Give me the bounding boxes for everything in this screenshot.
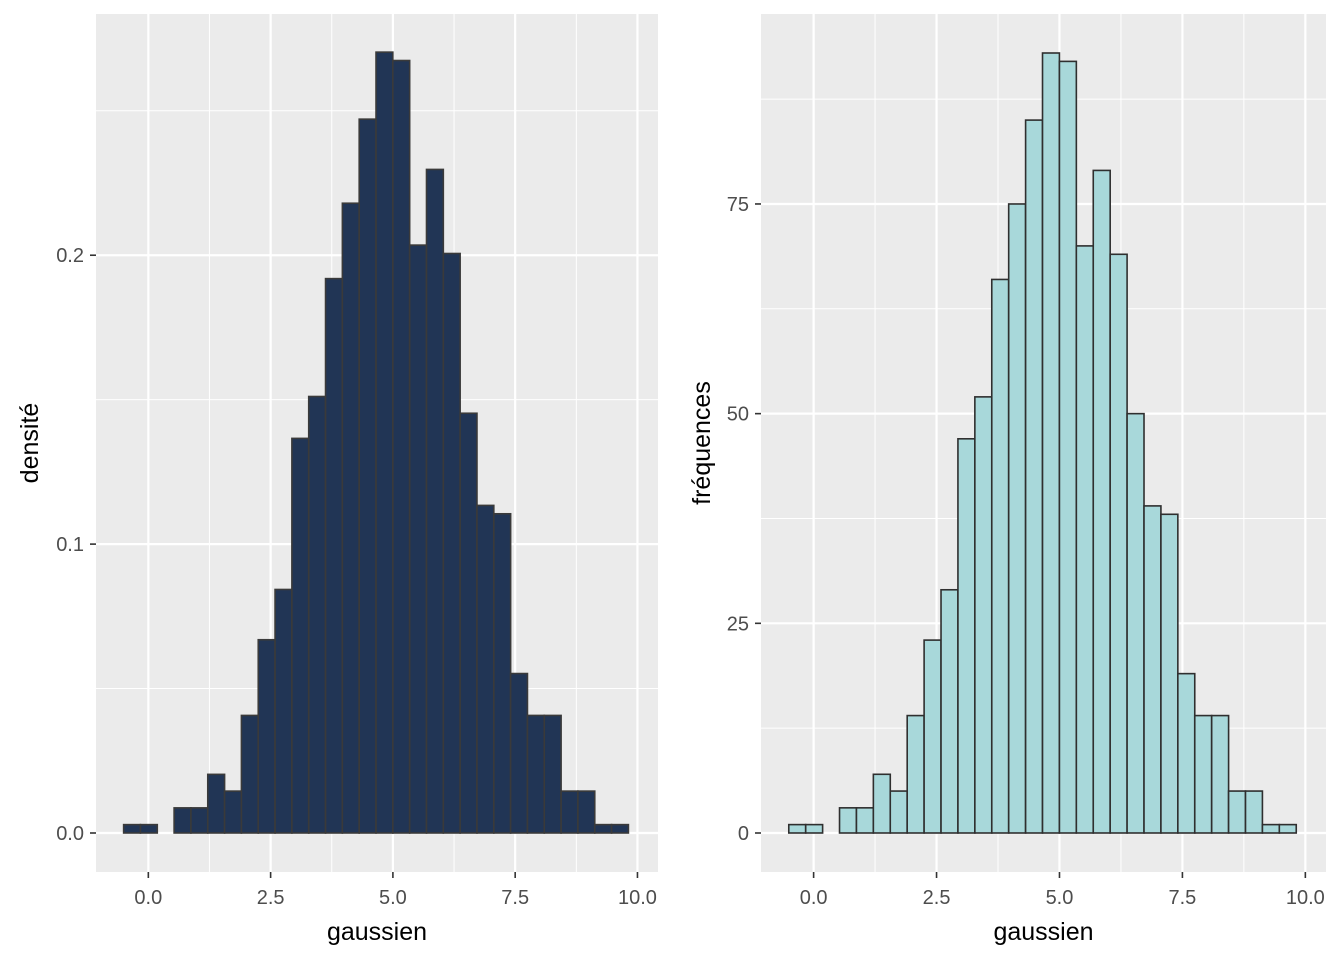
histogram-bar: [375, 51, 394, 834]
density-histogram-panel: 0.0 2.5 5.0 7.5 10.0 0.0 0.1 0.2 gaussien dens…: [16, 14, 658, 946]
x-axis-title: gaussien: [327, 918, 427, 946]
histogram-bar: [804, 823, 824, 834]
y-tick-labels: 0.0 0.1 0.2: [56, 245, 84, 845]
histogram-bar: [593, 823, 613, 834]
y-tick-label: 0.2: [56, 245, 84, 267]
histogram-bar: [610, 823, 630, 834]
histogram-bar: [392, 59, 411, 834]
x-tick-labels: 0.0 2.5 5.0 7.5 10.0: [800, 887, 1325, 909]
histogram-bar: [509, 672, 529, 834]
histogram-bar: [274, 588, 293, 834]
histogram-bar: [1109, 253, 1128, 834]
histogram-bar: [1075, 245, 1095, 834]
histogram-bar: [223, 790, 243, 834]
y-tick-label: 75: [727, 194, 749, 216]
histogram-bar: [1143, 505, 1162, 834]
histogram-bar: [855, 807, 875, 834]
histogram-bar: [1261, 823, 1281, 834]
x-tick-label: 0.0: [134, 887, 162, 909]
histogram-bar: [324, 277, 344, 834]
histogram-bar: [493, 512, 512, 834]
histogram-bar: [1007, 203, 1027, 834]
histogram-bar: [206, 773, 226, 834]
y-tick-label: 0.1: [56, 534, 84, 556]
x-tick-label: 10.0: [618, 887, 657, 909]
histogram-bar: [291, 437, 310, 834]
y-tick-label: 0: [738, 823, 749, 845]
y-axis-title: fréquences: [688, 381, 716, 505]
histogram-bar: [358, 118, 377, 834]
x-tick-label: 0.0: [800, 887, 828, 909]
histogram-bar: [1244, 790, 1264, 834]
histogram-bar: [1160, 513, 1179, 834]
y-tick-labels: 0 25 50 75: [727, 194, 749, 845]
histogram-bar: [408, 244, 428, 834]
histogram-bar: [257, 638, 276, 834]
x-tick-label: 5.0: [1046, 887, 1074, 909]
histogram-bar: [1210, 714, 1230, 834]
histogram-bar: [173, 807, 192, 834]
histogram-bar: [240, 714, 260, 834]
histogram-bar: [442, 252, 461, 834]
x-tick-label: 7.5: [1169, 887, 1197, 909]
y-tick-label: 50: [727, 404, 749, 426]
histogram-bar: [1278, 823, 1298, 834]
histogram-bar: [1193, 714, 1213, 834]
histogram-bar: [476, 504, 495, 834]
histogram-bar: [940, 588, 959, 834]
histogram-bar: [990, 278, 1010, 834]
histogram-bar: [307, 395, 327, 834]
histogram-bar: [1126, 412, 1145, 834]
histogram-bar: [1058, 60, 1078, 834]
histogram-bar: [425, 168, 445, 834]
x-tick-labels: 0.0 2.5 5.0 7.5 10.0: [134, 887, 656, 909]
frequency-histogram-panel: 0.0 2.5 5.0 7.5 10.0 0 25 50 75 gaussien fréque…: [688, 14, 1326, 946]
histogram-bars: [787, 52, 1298, 834]
x-tick-label: 10.0: [1286, 887, 1325, 909]
x-tick-label: 5.0: [379, 887, 407, 909]
histogram-bar: [526, 714, 546, 834]
histogram-bar: [906, 714, 925, 834]
histogram-bar: [459, 412, 478, 834]
histogram-bar: [560, 790, 579, 834]
histogram-bar: [1092, 169, 1111, 834]
axis-ticks: [755, 203, 1307, 878]
histogram-bar: [1041, 52, 1061, 834]
histogram-bar: [190, 807, 209, 834]
histogram-bar: [1024, 119, 1044, 834]
histogram-bar: [1177, 672, 1196, 834]
y-tick-label: 25: [727, 613, 749, 635]
histogram-bars: [122, 51, 630, 834]
histogram-bar: [787, 823, 807, 834]
histogram-bar: [889, 790, 908, 834]
x-tick-label: 2.5: [923, 887, 951, 909]
histogram-bar: [923, 639, 942, 834]
y-tick-label: 0.0: [56, 823, 84, 845]
axis-ticks: [90, 254, 639, 878]
histogram-bar: [1227, 790, 1247, 834]
histogram-bar: [543, 714, 562, 834]
histogram-bar: [341, 202, 360, 834]
histogram-bar: [577, 790, 596, 834]
histogram-bar: [139, 823, 159, 834]
histogram-bar: [122, 823, 142, 834]
histogram-bar: [838, 807, 858, 834]
x-tick-label: 2.5: [257, 887, 285, 909]
y-axis-title: densité: [16, 403, 44, 484]
histogram-bar: [957, 438, 976, 834]
x-axis-title: gaussien: [993, 918, 1093, 946]
histogram-bar: [872, 773, 892, 834]
histogram-bar: [974, 396, 993, 834]
x-tick-label: 7.5: [501, 887, 529, 909]
